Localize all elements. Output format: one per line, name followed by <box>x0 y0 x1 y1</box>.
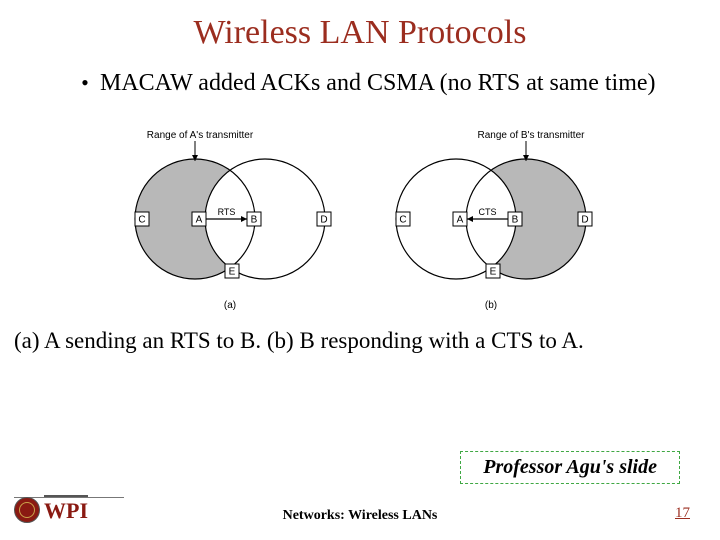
svg-text:D: D <box>320 215 327 226</box>
wpi-wordmark: WPI <box>44 495 88 524</box>
figure-caption: (a) A sending an RTS to B. (b) B respond… <box>0 314 720 356</box>
bullet-marker: • <box>70 68 100 98</box>
svg-text:B: B <box>251 215 258 226</box>
svg-text:C: C <box>399 215 406 226</box>
wpi-seal-icon <box>14 497 40 523</box>
bullet-item: • MACAW added ACKs and CSMA (no RTS at s… <box>70 68 660 98</box>
venn-diagram: Range of A's transmitter C A B D E RTS (a) Range… <box>117 114 603 314</box>
bullet-list: • MACAW added ACKs and CSMA (no RTS at s… <box>0 68 720 98</box>
wpi-logo: WPI <box>14 495 88 524</box>
svg-text:A: A <box>196 215 203 226</box>
svg-text:E: E <box>490 267 497 278</box>
svg-text:Range of A's transmitter: Range of A's transmitter <box>147 130 254 141</box>
svg-text:D: D <box>581 215 588 226</box>
svg-text:C: C <box>138 215 145 226</box>
slide-title: Wireless LAN Protocols <box>0 0 720 68</box>
svg-text:RTS: RTS <box>218 207 236 217</box>
svg-text:B: B <box>512 215 519 226</box>
page-number: 17 <box>675 505 690 522</box>
svg-text:Range of B's transmitter: Range of B's transmitter <box>478 130 586 141</box>
svg-text:(a): (a) <box>224 300 236 311</box>
svg-text:CTS: CTS <box>479 207 497 217</box>
footer-text: Networks: Wireless LANs <box>283 508 438 524</box>
bullet-text: MACAW added ACKs and CSMA (no RTS at sam… <box>100 68 656 98</box>
svg-text:(b): (b) <box>485 300 497 311</box>
slide-footer: WPI Networks: Wireless LANs 17 <box>0 498 720 528</box>
credit-box: Professor Agu's slide <box>460 451 680 484</box>
diagram-container: Range of A's transmitter C A B D E RTS (a) Range… <box>0 114 720 314</box>
svg-text:A: A <box>457 215 464 226</box>
svg-text:E: E <box>229 267 236 278</box>
